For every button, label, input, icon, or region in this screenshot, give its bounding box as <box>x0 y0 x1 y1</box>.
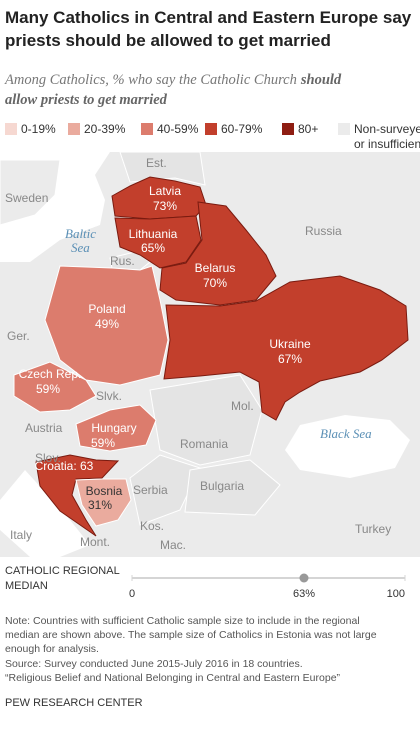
note: enough for analysis. <box>5 643 99 655</box>
region-value: 59% <box>91 436 115 450</box>
region-value: 70% <box>203 276 227 290</box>
org: PEW RESEARCH CENTER <box>5 697 143 709</box>
legend-swatch <box>282 123 294 135</box>
median-label: MEDIAN <box>5 580 48 592</box>
country-outline <box>149 374 263 466</box>
region-name: Croatia: 63 <box>35 459 94 473</box>
median-dot <box>299 573 309 583</box>
subtitle-part: should <box>300 72 342 88</box>
region-value: 59% <box>36 382 60 396</box>
region-value: 65% <box>141 241 165 255</box>
source: Source: Survey conducted June 2015-July … <box>5 658 303 670</box>
source: “Religious Belief and National Belonging… <box>5 672 341 684</box>
region <box>35 454 120 537</box>
legend-swatch <box>5 123 17 135</box>
land <box>0 159 61 226</box>
place-label: Bulgaria <box>200 479 244 493</box>
region-name: Ukraine <box>269 337 311 351</box>
place-label: Russia <box>305 224 342 238</box>
tick-label: 0 <box>129 588 135 600</box>
subtitle-part: allow priests to get married <box>5 92 168 108</box>
median-label: CATHOLIC REGIONAL <box>5 565 120 577</box>
region <box>163 275 409 421</box>
region-name: Belarus <box>195 261 236 275</box>
legend-swatch <box>338 123 350 135</box>
region-name: Bosnia <box>86 484 123 498</box>
region <box>44 265 169 386</box>
median-value: 63% <box>293 588 315 600</box>
sea-label: Baltic <box>65 226 96 241</box>
legend-label: 60-79% <box>221 122 263 136</box>
country-outline <box>184 459 281 516</box>
sea-label: Sea <box>71 240 90 255</box>
place-label: Slvk. <box>96 389 122 403</box>
subtitle-part: Among Catholics, % who say the Catholic … <box>4 72 297 88</box>
place-label: Ger. <box>7 329 30 343</box>
region-name: Czech Rep. <box>19 367 82 381</box>
place-label: Est. <box>146 156 167 170</box>
legend-label: 20-39% <box>84 122 126 136</box>
regions <box>13 176 409 537</box>
region <box>13 361 97 413</box>
subtitle: Among Catholics, % who say the Catholic … <box>4 72 342 88</box>
place-label: Mol. <box>231 399 254 413</box>
region-name: Lithuania <box>129 227 178 241</box>
place-label: Mac. <box>160 538 186 552</box>
sea <box>285 415 410 478</box>
place-label: Italy <box>10 528 32 542</box>
country-outline <box>119 151 206 186</box>
tick-label: 100 <box>387 588 405 600</box>
country-outline <box>109 251 151 271</box>
map-labels: Latvia 73% Lithuania 65% Belarus 70% Pol… <box>5 156 391 552</box>
region <box>159 201 277 306</box>
subtitle: allow priests to get married <box>5 92 168 108</box>
legend-swatch <box>205 123 217 135</box>
title-line: Many Catholics in Central and Eastern Eu… <box>5 8 412 27</box>
sea-label: Black Sea <box>320 426 372 441</box>
land <box>0 530 30 557</box>
legend-label: 0-19% <box>21 122 56 136</box>
place-label: Serbia <box>133 483 168 497</box>
region-value: 31% <box>88 498 112 512</box>
note: median are shown above. The sample size … <box>5 629 377 641</box>
legend-label: Non-surveyed <box>354 122 420 136</box>
legend-swatch <box>68 123 80 135</box>
median-scale: CATHOLIC REGIONAL MEDIAN 0 100 63% <box>5 565 406 600</box>
legend-label: 80+ <box>298 122 318 136</box>
place-label: Austria <box>25 421 63 435</box>
region-name: Latvia <box>149 184 181 198</box>
place-label: Rus. <box>110 254 135 268</box>
place-label: Kos. <box>140 519 164 533</box>
region <box>75 478 132 527</box>
region <box>114 215 202 269</box>
place-label: Sweden <box>5 191 48 205</box>
legend-label: or insufficient <box>354 137 420 151</box>
sea <box>0 470 90 557</box>
place-label: Turkey <box>355 522 391 536</box>
legend-label: 40-59% <box>157 122 199 136</box>
region-value: 67% <box>278 352 302 366</box>
place-label: Mont. <box>80 535 110 549</box>
region-name: Hungary <box>91 421 136 435</box>
place-label: Slov. <box>35 451 61 465</box>
place-label: Romania <box>180 437 228 451</box>
region-name: Poland <box>88 302 125 316</box>
region-value: 49% <box>95 317 119 331</box>
title-line: priests should be allowed to get married <box>5 31 331 50</box>
region <box>111 176 207 220</box>
region <box>75 404 157 452</box>
region-value: 73% <box>153 199 177 213</box>
note: Note: Countries with sufficient Catholic… <box>5 615 360 627</box>
legend-swatch <box>141 123 153 135</box>
